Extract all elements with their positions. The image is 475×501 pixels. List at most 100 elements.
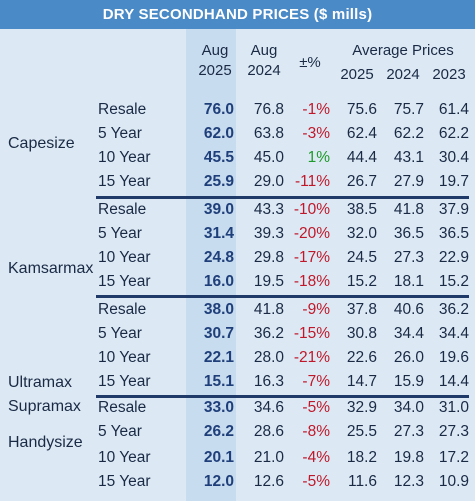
vessel-age-label: 5 Year: [98, 325, 142, 342]
change-percent: -5%: [302, 473, 330, 490]
table-row: 15 Year 16.0 19.5 -18% 15.2 18.1 15.2: [0, 270, 475, 294]
header-avg-2025: 2025: [340, 66, 374, 83]
aug-2025-value: 12.0: [203, 473, 234, 490]
change-percent: -7%: [302, 373, 330, 390]
table-row: 5 Year 62.0 63.8 -3% 62.4 62.2 62.2: [0, 122, 475, 146]
avg-2024-value: 12.3: [393, 473, 424, 490]
avg-2024-value: 36.5: [393, 225, 424, 242]
avg-2025-value: 30.8: [346, 325, 377, 342]
avg-2023-value: 14.4: [438, 373, 469, 390]
avg-2025-value: 62.4: [346, 125, 377, 142]
table-row: Resale 38.0 41.8 -9% 37.8 40.6 36.2: [0, 298, 475, 322]
avg-2025-value: 15.2: [346, 273, 377, 290]
vessel-age-label: Resale: [98, 301, 147, 318]
change-percent: -4%: [302, 449, 330, 466]
aug-2025-value: 20.1: [203, 449, 234, 466]
group-separator: [96, 395, 469, 398]
aug-2025-value: 25.9: [203, 173, 234, 190]
vessel-age-label: 5 Year: [98, 225, 142, 242]
aug-2024-value: 29.8: [253, 249, 284, 266]
avg-2025-value: 11.6: [347, 473, 377, 490]
avg-2025-value: 44.4: [346, 149, 377, 166]
vessel-age-label: Resale: [98, 201, 147, 218]
avg-2025-value: 18.2: [346, 449, 377, 466]
change-percent: -20%: [293, 225, 330, 242]
vessel-age-label: Resale: [98, 399, 147, 416]
vessel-age-label: 10 Year: [98, 349, 151, 366]
group-separator: [96, 295, 469, 298]
change-percent: -11%: [294, 173, 330, 190]
avg-2025-value: 75.6: [346, 101, 377, 118]
avg-2025-value: 14.7: [346, 373, 377, 390]
header-aug-2025: Aug 2025: [198, 42, 232, 79]
table-row: Resale 39.0 43.3 -10% 38.5 41.8 37.9: [0, 198, 475, 222]
aug-2025-value: 45.5: [203, 149, 234, 166]
group-separator: [96, 196, 469, 199]
header-change: ±%: [299, 54, 321, 71]
header-aug-2024: Aug 2024: [247, 42, 281, 79]
avg-2023-value: 31.0: [438, 399, 469, 416]
avg-2024-value: 41.8: [393, 201, 424, 218]
vessel-age-label: 5 Year: [98, 125, 142, 142]
aug-2025-value: 39.0: [203, 201, 234, 218]
aug-2025-value: 16.0: [203, 273, 234, 290]
avg-2024-value: 15.9: [393, 373, 424, 390]
avg-2023-value: 61.4: [438, 101, 469, 118]
aug-2024-value: 19.5: [253, 273, 284, 290]
avg-2023-value: 27.3: [438, 423, 469, 440]
avg-2024-value: 62.2: [393, 125, 424, 142]
aug-2025-value: 31.4: [203, 225, 234, 242]
avg-2024-value: 27.3: [393, 423, 424, 440]
avg-2024-value: 34.4: [393, 325, 424, 342]
avg-2025-value: 24.5: [346, 249, 377, 266]
avg-2025-value: 37.8: [346, 301, 377, 318]
avg-2023-value: 19.6: [438, 349, 469, 366]
aug-2024-value: 29.0: [253, 173, 284, 190]
aug-2024-value: 28.6: [253, 423, 284, 440]
vessel-age-label: 10 Year: [98, 249, 151, 266]
change-percent: -8%: [302, 423, 330, 440]
change-percent: 1%: [307, 149, 330, 166]
avg-2024-value: 18.1: [393, 273, 424, 290]
avg-2023-value: 37.9: [438, 201, 469, 218]
avg-2023-value: 19.7: [438, 173, 469, 190]
table-row: 5 Year 26.2 28.6 -8% 25.5 27.3 27.3: [0, 420, 475, 444]
aug-2024-value: 41.8: [253, 301, 284, 318]
table-row: Resale 33.0 34.6 -5% 32.9 34.0 31.0: [0, 396, 475, 420]
avg-2023-value: 36.2: [438, 301, 469, 318]
avg-2024-value: 19.8: [393, 449, 424, 466]
table-row: 10 Year 20.1 21.0 -4% 18.2 19.8 17.2: [0, 446, 475, 470]
avg-2024-value: 40.6: [393, 301, 424, 318]
aug-2024-value: 34.6: [253, 399, 284, 416]
table-row: 15 Year 15.1 16.3 -7% 14.7 15.9 14.4: [0, 370, 475, 394]
change-percent: -18%: [293, 273, 330, 290]
change-percent: -10%: [293, 201, 330, 218]
aug-2024-value: 28.0: [253, 349, 284, 366]
table-row: 15 Year 12.0 12.6 -5% 11.6 12.3 10.9: [0, 470, 475, 494]
vessel-age-label: 5 Year: [98, 423, 142, 440]
avg-2023-value: 62.2: [438, 125, 469, 142]
group-label-supramax: Supramax: [8, 398, 81, 415]
avg-2024-value: 75.7: [393, 101, 424, 118]
aug-2024-value: 45.0: [253, 149, 284, 166]
aug-2025-value: 38.0: [203, 301, 234, 318]
aug-2024-value: 21.0: [253, 449, 284, 466]
change-percent: -15%: [293, 325, 330, 342]
aug-2025-value: 15.1: [203, 373, 234, 390]
vessel-age-label: 10 Year: [98, 449, 151, 466]
avg-2025-value: 32.9: [346, 399, 377, 416]
aug-2024-value: 76.8: [253, 101, 284, 118]
avg-2023-value: 10.9: [438, 473, 469, 490]
aug-2024-value: 63.8: [253, 125, 284, 142]
table-title: DRY SECONDHAND PRICES ($ mills): [0, 0, 475, 29]
table-row: 10 Year 45.5 45.0 1% 44.4 43.1 30.4: [0, 146, 475, 170]
avg-2025-value: 38.5: [346, 201, 377, 218]
aug-2025-value: 76.0: [203, 101, 234, 118]
table-row: 10 Year 22.1 28.0 -21% 22.6 26.0 19.6: [0, 346, 475, 370]
avg-2025-value: 26.7: [346, 173, 377, 190]
aug-2024-value: 39.3: [253, 225, 284, 242]
header-avg-2023: 2023: [432, 66, 466, 83]
vessel-age-label: 15 Year: [98, 173, 151, 190]
change-percent: -21%: [293, 349, 330, 366]
aug-2025-value: 62.0: [203, 125, 234, 142]
